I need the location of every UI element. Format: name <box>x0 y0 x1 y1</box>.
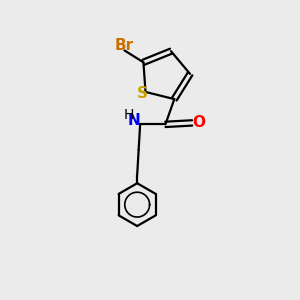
Text: H: H <box>124 109 134 122</box>
Text: O: O <box>192 116 205 130</box>
Text: N: N <box>128 113 141 128</box>
Text: Br: Br <box>115 38 134 52</box>
Text: S: S <box>136 86 147 101</box>
